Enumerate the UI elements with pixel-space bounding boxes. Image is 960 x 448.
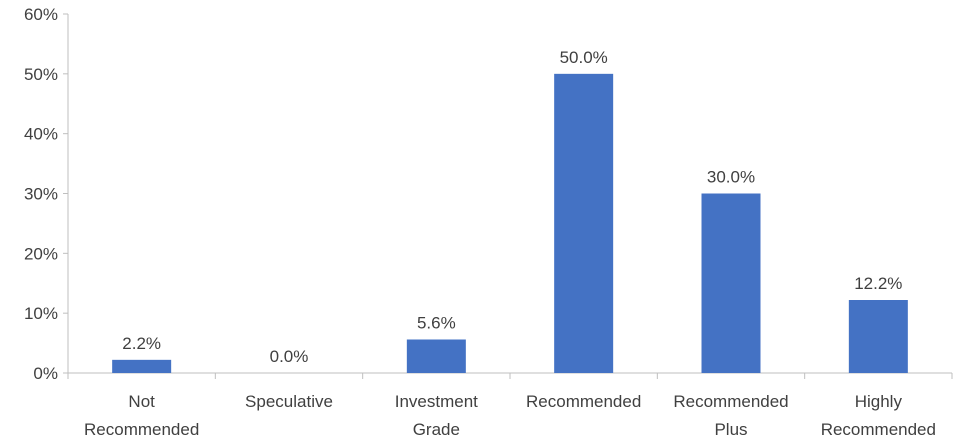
data-label: 50.0% xyxy=(560,48,608,67)
data-label: 30.0% xyxy=(707,168,755,187)
category-label: Investment xyxy=(395,392,478,411)
y-tick-label: 0% xyxy=(33,364,58,383)
data-label: 12.2% xyxy=(854,274,902,293)
data-label: 0.0% xyxy=(270,347,309,366)
y-tick-label: 10% xyxy=(24,304,58,323)
y-axis: 0% 10% 20% 30% 40% 50% 60% xyxy=(24,5,69,383)
x-axis xyxy=(67,372,953,379)
category-label: Speculative xyxy=(245,392,333,411)
category-labels: Not Recommended Speculative Investment Grade… xyxy=(84,392,936,439)
category-label: Recommended xyxy=(84,420,199,439)
bars xyxy=(112,73,908,373)
category-label: Recommended xyxy=(821,420,936,439)
bar xyxy=(848,300,908,373)
category-label: Not xyxy=(128,392,155,411)
bar xyxy=(112,359,172,373)
category-label: Recommended xyxy=(673,392,788,411)
category-label: Plus xyxy=(714,420,747,439)
bar xyxy=(406,339,466,373)
data-label: 2.2% xyxy=(122,334,161,353)
y-tick-label: 40% xyxy=(24,125,58,144)
bar xyxy=(701,193,761,373)
category-label: Grade xyxy=(413,420,460,439)
y-tick-label: 50% xyxy=(24,65,58,84)
y-tick-label: 60% xyxy=(24,5,58,24)
data-label: 5.6% xyxy=(417,313,456,332)
y-tick-label: 30% xyxy=(24,185,58,204)
data-labels: 2.2% 0.0% 5.6% 50.0% 30.0% 12.2% xyxy=(122,48,902,366)
category-label: Highly xyxy=(855,392,903,411)
category-label: Recommended xyxy=(526,392,641,411)
y-tick-label: 20% xyxy=(24,244,58,263)
bar xyxy=(554,73,614,373)
